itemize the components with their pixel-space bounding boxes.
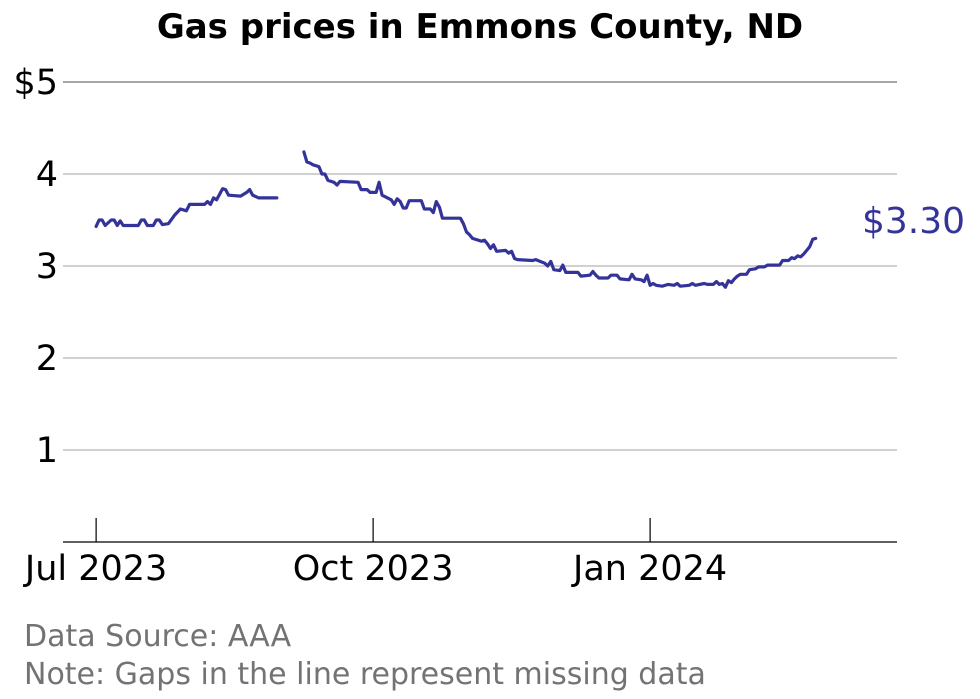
x-tick-label: Jul 2023 [23, 549, 167, 589]
y-tick-label: 3 [36, 247, 58, 287]
latest-price-label: $3.30 [862, 201, 965, 242]
price-line [94, 150, 818, 289]
y-tick-label: $5 [13, 63, 58, 103]
y-tick-label: 2 [36, 339, 58, 379]
price-line-segment [302, 150, 818, 289]
x-tick-label: Oct 2023 [293, 549, 454, 589]
chart-title: Gas prices in Emmons County, ND [157, 7, 803, 47]
y-axis-ticks: 1 2 3 4 $5 [13, 63, 58, 471]
data-source-note: Data Source: AAA [24, 619, 292, 654]
price-line-segment [94, 187, 279, 228]
x-axis-ticks: Jul 2023 Oct 2023 Jan 2024 [23, 518, 727, 589]
gridlines [63, 81, 897, 451]
missing-data-note: Note: Gaps in the line represent missing… [24, 657, 706, 692]
x-tick-label: Jan 2024 [571, 549, 727, 589]
y-tick-label: 1 [36, 431, 58, 471]
y-tick-label: 4 [36, 155, 58, 195]
